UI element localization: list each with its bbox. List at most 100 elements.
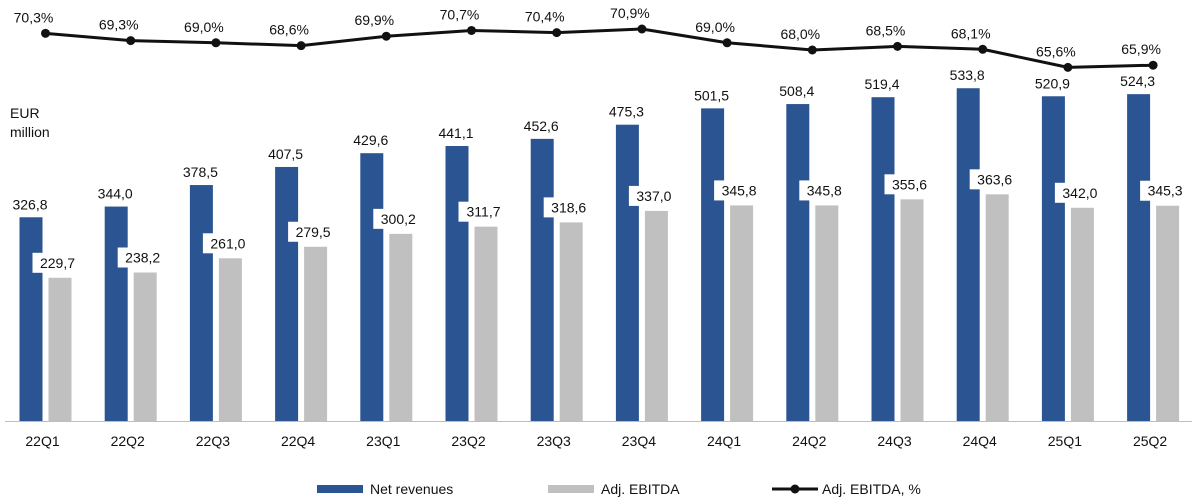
margin-point-marker [978, 44, 988, 54]
adj-ebitda-bar [218, 258, 242, 421]
adj-ebitda-label-box [373, 208, 424, 229]
adj-ebitda-value-label: 229,7 [40, 255, 75, 271]
margin-point-marker [381, 31, 391, 41]
x-tick-label: 23Q2 [451, 433, 485, 449]
net-revenue-bar [701, 108, 725, 421]
margin-point-marker [211, 38, 221, 48]
adj-ebitda-label-box [1054, 182, 1105, 203]
x-tick-label: 24Q3 [877, 433, 911, 449]
net-revenue-bar [189, 185, 213, 421]
margin-value-label: 69,3% [99, 17, 139, 33]
net-revenue-value-label: 520,9 [1035, 75, 1070, 91]
x-tick-label: 24Q2 [792, 433, 826, 449]
margin-point-marker [41, 28, 50, 38]
net-revenue-bar [275, 166, 299, 421]
adj-ebitda-label-box [288, 221, 339, 242]
margin-value-label: 68,0% [780, 26, 820, 42]
x-tick-label: 22Q2 [111, 433, 145, 449]
margin-value-label: 68,6% [269, 22, 309, 38]
margin-point-marker [296, 41, 306, 51]
net-revenue-bar [615, 124, 639, 421]
margin-value-label: 68,1% [951, 25, 991, 41]
x-tick-label: 24Q4 [963, 433, 997, 449]
adj-ebitda-label-box [799, 180, 850, 201]
legend-swatch-adj-ebitda [548, 485, 594, 493]
net-revenue-value-label: 344,0 [98, 186, 133, 202]
adj-ebitda-label-box [202, 233, 253, 254]
net-revenue-bar [956, 88, 980, 422]
net-revenue-bar [104, 206, 128, 421]
adj-ebitda-bar [389, 233, 413, 421]
adj-ebitda-bar [133, 272, 157, 421]
adj-ebitda-bar [644, 210, 668, 421]
net-revenue-bar [360, 153, 384, 421]
legend-swatch-net-revenues [317, 485, 363, 493]
legend-swatch-margin-marker [790, 484, 800, 494]
margin-value-label: 65,9% [1121, 41, 1161, 57]
x-tick-label: 23Q1 [366, 433, 400, 449]
adj-ebitda-bar [985, 194, 1009, 421]
adj-ebitda-bar [1156, 205, 1180, 421]
adj-ebitda-label-box [884, 174, 935, 195]
adj-ebitda-value-label: 345,8 [722, 182, 757, 198]
net-revenue-value-label: 452,6 [524, 118, 559, 134]
adj-ebitda-label-box [714, 180, 765, 201]
margin-value-label: 70,7% [440, 6, 480, 22]
unit-label: EUR million [10, 104, 50, 142]
net-revenue-bar [19, 217, 43, 421]
adj-ebitda-bar [474, 226, 498, 421]
adj-ebitda-label-box [458, 201, 509, 222]
adj-ebitda-bar [1070, 207, 1094, 421]
net-revenue-value-label: 475,3 [609, 104, 644, 120]
net-revenue-bar [1041, 96, 1065, 422]
net-revenue-bar [871, 97, 895, 421]
adj-ebitda-value-label: 355,6 [892, 176, 927, 192]
net-revenue-value-label: 378,5 [183, 164, 218, 180]
margin-point-marker [722, 38, 732, 48]
net-revenue-value-label: 508,4 [779, 83, 814, 99]
adj-ebitda-bar [815, 205, 839, 421]
adj-ebitda-bar [48, 277, 72, 421]
x-tick-label: 25Q1 [1048, 433, 1082, 449]
net-revenue-value-label: 519,4 [864, 76, 899, 92]
net-revenue-value-label: 501,5 [694, 87, 729, 103]
net-revenue-value-label: 441,1 [438, 125, 473, 141]
adj-ebitda-value-label: 342,0 [1062, 185, 1097, 201]
adj-ebitda-margin-line [41, 24, 1158, 72]
margin-value-label: 70,9% [610, 5, 650, 21]
net-revenues-bars [19, 88, 1151, 422]
net-revenue-value-label: 326,8 [12, 196, 47, 212]
adj-ebitda-value-label: 363,6 [977, 171, 1012, 187]
x-axis-tick-labels: 22Q1 22Q2 22Q3 22Q4 23Q1 23Q2 23Q3 23Q4 24Q1 24Q2… [25, 433, 1167, 449]
x-tick-label: 24Q1 [707, 433, 741, 449]
legend-label-net-revenues: Net revenues [370, 481, 453, 497]
margin-value-label: 69,0% [184, 19, 224, 35]
adj-ebitda-label-box [628, 185, 679, 206]
adj-ebitda-value-label: 238,2 [125, 250, 160, 266]
adj-ebitda-bars [48, 194, 1180, 421]
adj-ebitda-label-box [969, 169, 1020, 190]
legend-label-adj-ebitda-pct: Adj. EBITDA, % [822, 481, 921, 497]
margin-value-label: 69,0% [695, 19, 735, 35]
x-tick-label: 22Q4 [281, 433, 315, 449]
margin-point-marker [637, 24, 647, 34]
adj-ebitda-label-box [117, 247, 168, 268]
adj-ebitda-label-box [32, 252, 83, 273]
adj-ebitda-bar [900, 199, 924, 421]
adj-ebitda-value-label: 261,0 [210, 235, 245, 251]
adj-ebitda-value-label: 345,3 [1148, 183, 1183, 199]
adj-ebitda-value-label: 318,6 [551, 199, 586, 215]
net-revenue-bar [1127, 94, 1151, 422]
net-revenue-value-label: 407,5 [268, 146, 303, 162]
margin-point-marker [126, 36, 136, 46]
net-revenue-value-label: 429,6 [353, 132, 388, 148]
adj-ebitda-bar [304, 246, 328, 421]
margin-value-labels: 70,3% 69,3% 69,0% 68,6% 69,9% 70,7% 70,4% 70,9%… [14, 5, 1161, 59]
margin-value-label: 70,3% [14, 9, 54, 25]
adj-ebitda-value-label: 345,8 [807, 182, 842, 198]
adj-ebitda-bar [559, 222, 583, 421]
unit-label-line-1: EUR [10, 105, 40, 121]
legend: Net revenues Adj. EBITDA Adj. EBITDA, % [317, 481, 921, 497]
margin-point-marker [1063, 62, 1073, 72]
